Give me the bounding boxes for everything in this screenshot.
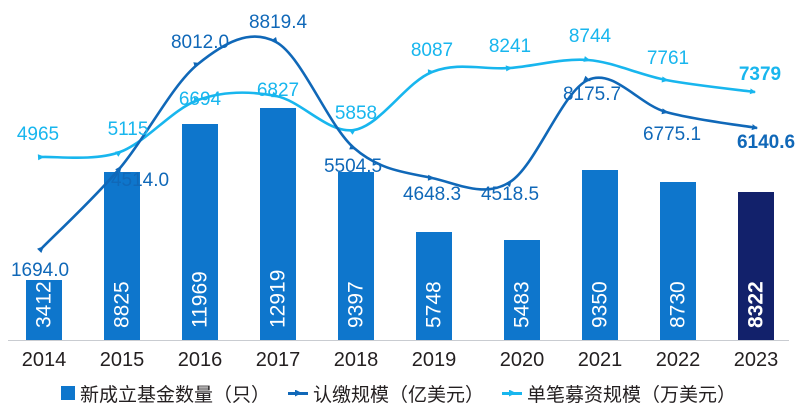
legend-item-subscribed-scale[interactable]: 认缴规模（亿美元） [287, 380, 484, 407]
value-label-subscribed-2014: 1694.0 [11, 260, 69, 281]
point-marker-subscribed-2021 [583, 75, 591, 82]
bar-value-label-2018: 9397 [345, 281, 368, 328]
value-label-subscribed-2023: 6140.6 [737, 132, 795, 153]
bar-value-labels-group: 3412 8825 11969 12919 9397 5748 5483 9350 8730 83… [33, 270, 768, 328]
value-label-subscribed-2019: 4648.3 [403, 184, 461, 205]
bar-value-label-2014: 3412 [33, 281, 56, 328]
x-tick-2022: 2022 [656, 349, 701, 371]
bar-value-label-2015: 8825 [111, 281, 134, 328]
bar-2014[interactable] [26, 280, 62, 340]
bar-2022[interactable] [660, 182, 696, 340]
point-marker-subscribed-2018 [349, 143, 357, 150]
point-marker-single-raise-2014 [37, 154, 45, 161]
legend-item-single-raise-scale[interactable]: 单笔募资规模（万美元） [502, 380, 736, 407]
value-label-single-raise-2017: 6827 [257, 80, 299, 101]
point-marker-single-raise-2016 [193, 97, 201, 104]
bar-value-label-2023: 8322 [745, 281, 768, 328]
x-tick-2020: 2020 [500, 349, 545, 371]
value-label-subscribed-2017: 8819.4 [249, 12, 308, 33]
bar-2021[interactable] [582, 170, 618, 340]
value-label-single-raise-2019: 8087 [411, 40, 453, 61]
legend-line-arrow-icon-single-raise [502, 386, 522, 400]
bar-2020[interactable] [504, 240, 540, 340]
chart-legend: 新成立基金数量（只） 认缴规模（亿美元） 单笔募资规模（万美元） [0, 378, 797, 408]
value-label-subscribed-2016: 8012.0 [171, 32, 229, 53]
point-marker-subscribed-2020 [505, 179, 512, 187]
point-marker-subscribed-2019 [427, 174, 435, 181]
bar-2019[interactable] [416, 232, 452, 340]
x-tick-2023: 2023 [734, 349, 779, 371]
bar-value-label-2020: 5483 [511, 281, 534, 328]
point-marker-single-raise-2020 [505, 65, 513, 72]
point-marker-subscribed-2022 [661, 108, 669, 115]
point-marker-subscribed-2016 [193, 62, 201, 68]
point-marker-subscribed-2014 [37, 245, 45, 253]
value-label-single-raise-2021: 8744 [569, 26, 612, 47]
legend-swatch-square-icon [60, 386, 75, 400]
x-tick-2018: 2018 [334, 349, 379, 371]
value-label-subscribed-2021: 8175.7 [563, 84, 621, 105]
bar-value-label-2022: 8730 [667, 281, 690, 328]
bar-value-label-2016: 11969 [189, 271, 212, 328]
value-label-single-raise-2014: 4965 [17, 124, 59, 145]
value-label-single-raise-2022: 7761 [647, 48, 689, 69]
bar-value-label-2017: 12919 [267, 270, 290, 328]
bar-2023[interactable] [738, 192, 774, 340]
point-marker-subscribed-2015 [115, 165, 122, 173]
line-series-subscribed-scale [41, 35, 758, 249]
bar-value-label-2021: 9350 [589, 281, 612, 328]
point-marker-single-raise-2022 [661, 76, 669, 83]
legend-line-arrow-icon-subscribed [287, 386, 308, 400]
legend-label-subscribed-scale: 认缴规模（亿美元） [312, 383, 484, 406]
line-series-subscribed-scale-markers [37, 37, 669, 253]
point-marker-single-raise-2015 [115, 150, 123, 157]
value-label-single-raise-2018: 5858 [335, 103, 377, 124]
bar-2015[interactable] [104, 172, 140, 340]
subscribed-scale-value-labels: 1694.0 4514.0 8012.0 8819.4 5504.5 4648.3 4518… [11, 12, 795, 281]
bar-2016[interactable] [182, 124, 218, 340]
legend-item-fund-count[interactable]: 新成立基金数量（只） [60, 380, 270, 407]
value-label-single-raise-2016: 6694 [179, 89, 222, 110]
point-marker-single-raise-2021 [583, 56, 591, 62]
bar-value-label-2019: 5748 [423, 281, 446, 328]
x-tick-2021: 2021 [578, 349, 623, 371]
line-series-single-raise-markers [37, 56, 669, 161]
value-label-subscribed-2022: 6775.1 [643, 124, 701, 145]
value-label-single-raise-2020: 8241 [489, 36, 531, 57]
legend-label-fund-count: 新成立基金数量（只） [79, 383, 270, 406]
x-tick-2014: 2014 [22, 349, 67, 371]
point-marker-subscribed-2017 [271, 37, 278, 45]
bar-2017[interactable] [260, 108, 296, 340]
x-axis-tick-labels: 2014 2015 2016 2017 2018 2019 2020 2021 2022 2023 [22, 349, 779, 371]
value-label-subscribed-2018: 5504.5 [324, 156, 382, 177]
x-tick-2015: 2015 [100, 349, 145, 371]
value-label-subscribed-2015: 4514.0 [111, 170, 169, 191]
bar-2018[interactable] [338, 172, 374, 340]
value-label-single-raise-2023: 7379 [739, 64, 781, 85]
value-label-subscribed-2020: 4518.5 [481, 184, 539, 205]
point-marker-single-raise-2017 [271, 91, 279, 98]
legend-label-single-raise-scale: 单笔募资规模（万美元） [527, 383, 737, 406]
single-raise-value-labels: 4965 5115 6694 6827 5858 8087 8241 8744 7761 7379 [17, 26, 781, 145]
point-marker-single-raise-2019 [427, 69, 435, 76]
line-series-single-raise-scale [41, 58, 756, 160]
x-tick-2016: 2016 [178, 349, 223, 371]
x-tick-2019: 2019 [412, 349, 457, 371]
bar-series-group [26, 108, 774, 340]
x-tick-2017: 2017 [256, 349, 301, 371]
point-marker-single-raise-2018 [349, 128, 357, 135]
value-label-single-raise-2015: 5115 [108, 119, 149, 140]
